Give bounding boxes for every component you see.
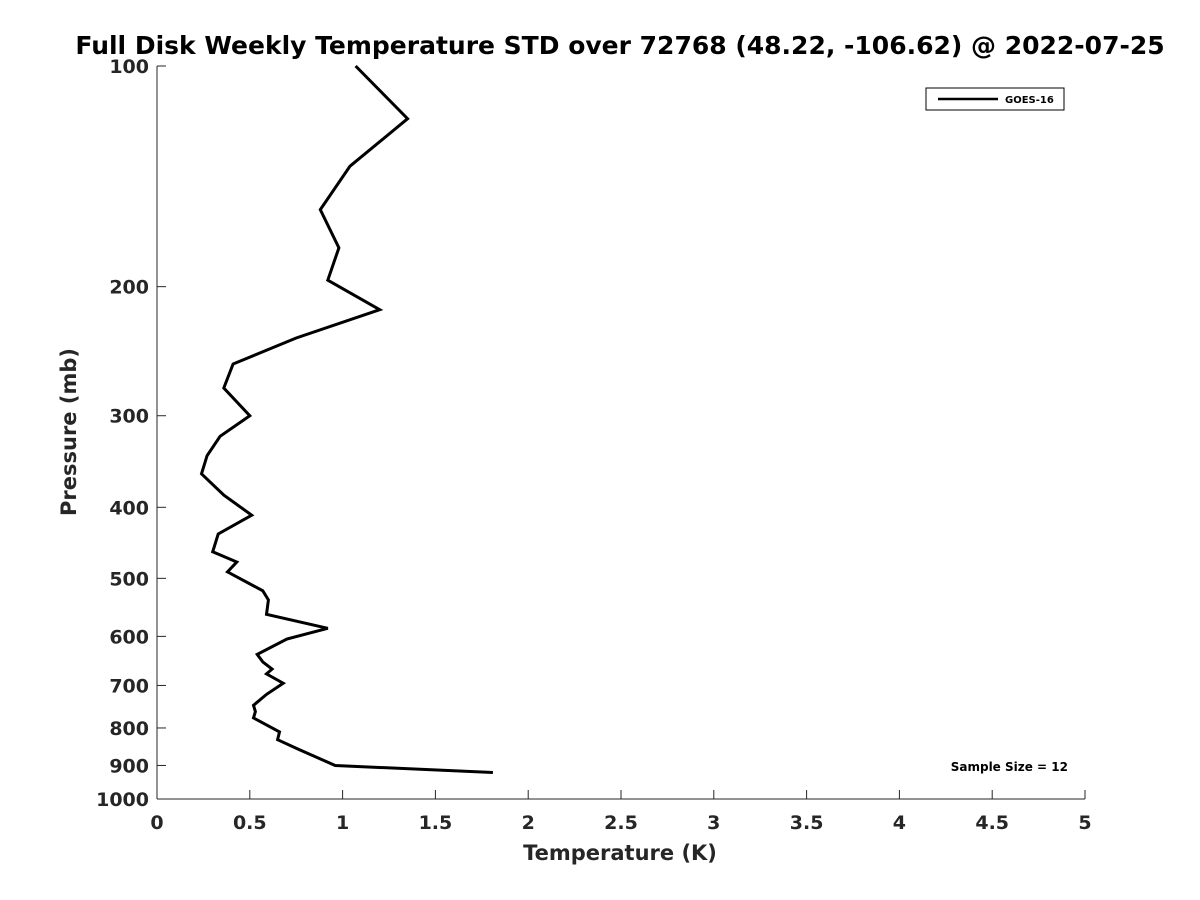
chart-title: Full Disk Weekly Temperature STD over 72… bbox=[75, 31, 1164, 60]
y-tick-label: 700 bbox=[109, 675, 149, 697]
y-axis-label: Pressure (mb) bbox=[57, 348, 81, 516]
x-tick-label: 1 bbox=[336, 812, 349, 834]
x-tick-label: 0.5 bbox=[233, 812, 267, 834]
x-axis-label: Temperature (K) bbox=[523, 841, 717, 865]
y-tick-label: 500 bbox=[109, 568, 149, 590]
sample-size-annotation: Sample Size = 12 bbox=[951, 760, 1068, 774]
x-tick-label: 3.5 bbox=[790, 812, 824, 834]
legend-label: GOES-16 bbox=[1005, 95, 1054, 106]
y-tick-label: 100 bbox=[109, 56, 149, 78]
x-tick-label: 2.5 bbox=[604, 812, 638, 834]
x-axis: 0 0.5 1 1.5 2 2.5 3 3.5 4 4.5 5 bbox=[150, 790, 1092, 834]
x-tick-label: 1.5 bbox=[419, 812, 453, 834]
y-tick-label: 1000 bbox=[96, 789, 149, 811]
y-tick-label: 200 bbox=[109, 277, 149, 299]
y-tick-label: 300 bbox=[109, 406, 149, 428]
y-axis: 100 200 300 400 500 600 700 800 900 1000 bbox=[96, 56, 166, 811]
y-tick-label: 600 bbox=[109, 626, 149, 648]
x-tick-label: 4.5 bbox=[975, 812, 1009, 834]
series-line-goes-16 bbox=[199, 64, 493, 774]
x-tick-label: 3 bbox=[707, 812, 720, 834]
x-tick-label: 5 bbox=[1078, 812, 1091, 834]
x-tick-label: 2 bbox=[522, 812, 535, 834]
x-tick-label: 4 bbox=[893, 812, 906, 834]
y-tick-label: 400 bbox=[109, 497, 149, 519]
x-tick-label: 0 bbox=[150, 812, 163, 834]
y-tick-label: 800 bbox=[109, 718, 149, 740]
y-tick-label: 900 bbox=[109, 755, 149, 777]
plot-area bbox=[199, 64, 493, 774]
legend: GOES-16 bbox=[925, 87, 1065, 111]
